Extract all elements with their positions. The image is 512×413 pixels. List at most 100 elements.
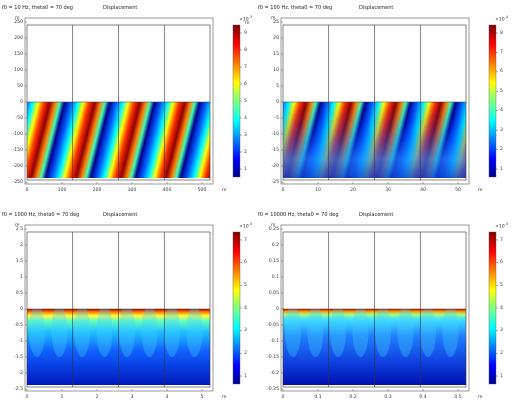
displacement-field: [27, 309, 210, 385]
x-tick-label: 20: [350, 188, 356, 193]
plot-canvas: [280, 17, 498, 185]
x-tick-label: 300: [127, 188, 137, 193]
y-tick-label: 2: [20, 242, 23, 248]
colorbar-exponent: ×10-5: [495, 222, 508, 230]
y-tick-label: 25: [273, 19, 279, 25]
y-tick-label: 50: [17, 83, 23, 89]
plot-panel-p3: f0 = 1000 Hz, theta0 = 70 deg Displacemen…: [0, 207, 256, 413]
geometry-outline: [282, 24, 467, 181]
y-tick-label: 200: [14, 35, 23, 41]
colorbar-tick-label: 7: [244, 64, 247, 70]
y-tick-label: 10: [273, 67, 279, 73]
colorbar-tick-label: 3: [500, 127, 503, 133]
y-tick-label: 0.25: [268, 226, 279, 232]
x-tick-label: 0.3: [384, 395, 392, 400]
y-tick-label: 15: [273, 51, 279, 57]
x-tick-label: 4: [165, 395, 169, 400]
colorbar: [232, 231, 241, 385]
colorbar-tick-label: 4: [500, 305, 503, 311]
y-tick-label: 0: [20, 306, 23, 312]
x-tick-label: 0.4: [419, 395, 427, 400]
panel-title: Displacement: [103, 212, 138, 218]
exp-power: -5: [504, 222, 509, 226]
colorbar-tick-label: 8: [244, 47, 247, 53]
colorbar-tick-label: 1: [500, 166, 503, 172]
colorbar-tick-label: 2: [244, 149, 247, 155]
y-tick-label: 2.5: [15, 226, 23, 232]
y-tick-label: 0: [20, 99, 23, 105]
y-tick-label: -200: [12, 163, 23, 169]
y-tick-label: -150: [12, 147, 23, 153]
y-tick-label: 0.05: [268, 290, 279, 296]
x-tick-label: 50: [455, 188, 461, 193]
colorbar-tick-label: 6: [244, 81, 247, 87]
geometry-outline: [26, 231, 211, 388]
x-tick-label: 0.5: [454, 395, 462, 400]
colorbar-tick-label: 6: [500, 260, 503, 266]
x-unit-label: m: [478, 188, 483, 193]
colorbar-unit: m: [245, 21, 250, 26]
panel-subtitle: f0 = 1000 Hz, theta0 = 70 deg: [2, 212, 80, 218]
y-tick-label: -10: [271, 131, 279, 137]
x-unit-label: m: [222, 395, 227, 400]
y-tick-label: -0.15: [267, 354, 279, 360]
plot-canvas: [24, 224, 242, 392]
y-tick-label: -50: [15, 115, 23, 121]
colorbar-tick-label: 3: [500, 328, 503, 334]
y-unit-label: m: [271, 16, 276, 21]
x-tick-label: 5: [200, 395, 204, 400]
colorbar-tick-label: 5: [500, 282, 503, 288]
plot-panel-p2: f0 = 100 Hz, theta0 = 70 deg Displacement…: [256, 0, 512, 206]
panel-subtitle: f0 = 100 Hz, theta0 = 70 deg: [258, 5, 333, 11]
exp-power: -4: [504, 15, 509, 19]
y-tick-label: 100: [14, 67, 23, 73]
exp-power: -5: [248, 222, 253, 226]
plot-panel-p1: f0 = 10 Hz, theta0 = 70 deg Displacement 2…: [0, 0, 256, 206]
geometry-outline: [282, 231, 467, 388]
x-tick-label: 100: [57, 188, 67, 193]
panel-subtitle: f0 = 10 Hz, theta0 = 70 deg: [2, 5, 73, 11]
geometry-outline: [26, 24, 211, 181]
y-tick-label: 0.2: [271, 242, 279, 248]
x-tick-label: 0: [25, 188, 29, 193]
panel-title: Displacement: [359, 5, 394, 11]
y-tick-label: -0.05: [267, 322, 279, 328]
displacement-field: [283, 309, 466, 385]
colorbar-tick-label: 5: [244, 98, 247, 104]
colorbar-tick-label: 9: [244, 30, 247, 36]
y-tick-label: -2.5: [14, 386, 23, 392]
colorbar-tick-label: 6: [500, 69, 503, 75]
plot-panel-p4: f0 = 10000 Hz, theta0 = 70 deg Displaceme…: [256, 207, 512, 413]
y-tick-label: -2: [18, 370, 23, 376]
y-tick-label: 150: [14, 51, 23, 57]
y-tick-label: -15: [271, 147, 279, 153]
colorbar-tick-label: 2: [500, 350, 503, 356]
colorbar: [488, 24, 497, 178]
y-tick-label: -0.5: [14, 322, 23, 328]
y-unit-label: m: [271, 223, 276, 228]
x-tick-label: 0.2: [349, 395, 357, 400]
y-tick-label: 20: [273, 35, 279, 41]
x-tick-label: 3: [130, 395, 134, 400]
y-tick-label: 0: [276, 99, 279, 105]
colorbar-exponent: ×10-5: [239, 222, 252, 230]
colorbar-tick-label: 2: [500, 147, 503, 153]
colorbar: [232, 24, 241, 178]
y-unit-label: m: [15, 16, 20, 21]
y-unit-label: m: [15, 223, 20, 228]
y-tick-label: -250: [12, 179, 23, 185]
x-tick-label: 0.1: [314, 395, 322, 400]
colorbar-tick-label: 4: [244, 115, 247, 121]
colorbar-tick-label: 2: [244, 350, 247, 356]
x-tick-label: 500: [197, 188, 207, 193]
colorbar-tick-label: 7: [500, 237, 503, 243]
y-tick-label: 0: [276, 306, 279, 312]
x-tick-label: 0: [281, 188, 285, 193]
colorbar-tick-label: 3: [244, 132, 247, 138]
colorbar-tick-label: 1: [244, 166, 247, 172]
x-tick-label: 30: [385, 188, 391, 193]
x-unit-label: m: [222, 188, 227, 193]
exp-base: ×10: [239, 17, 249, 23]
x-tick-label: 200: [92, 188, 102, 193]
y-tick-label: 5: [276, 83, 279, 89]
